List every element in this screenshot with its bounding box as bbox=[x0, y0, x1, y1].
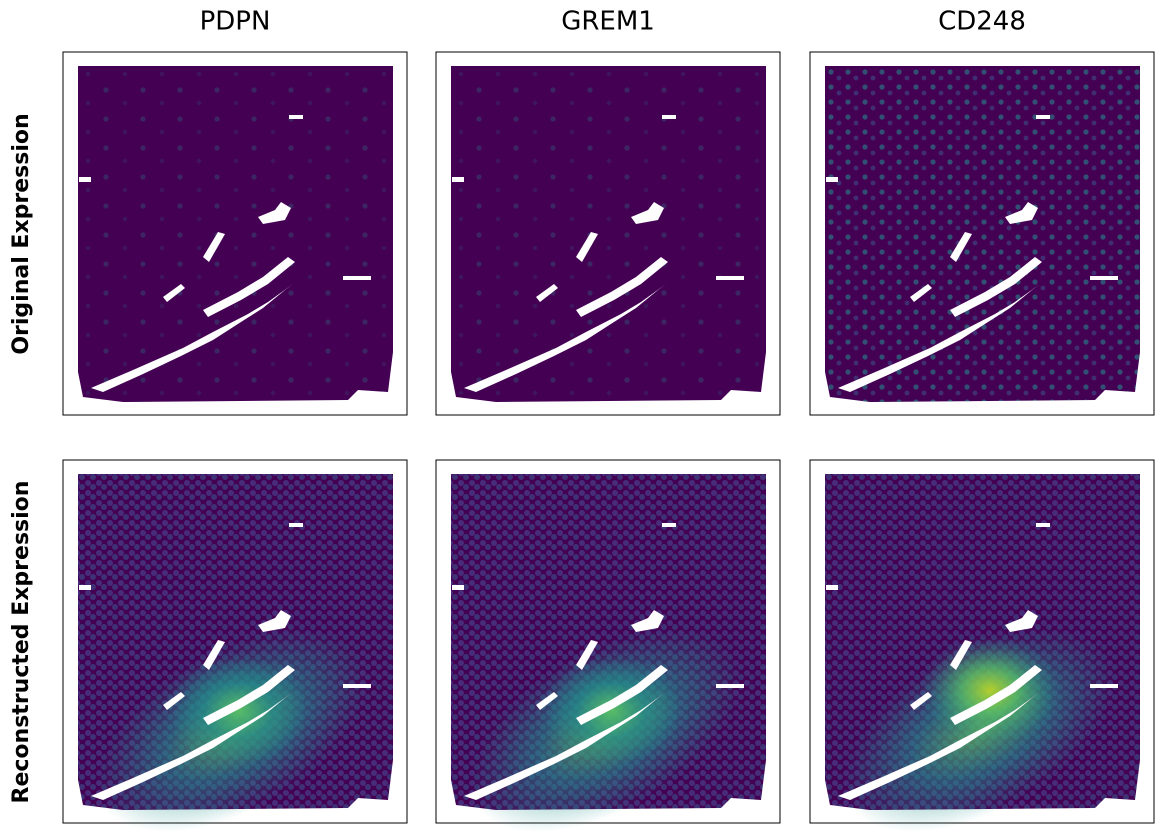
tissue-gap bbox=[826, 177, 838, 182]
tissue-gap bbox=[576, 665, 668, 725]
expression-spots bbox=[78, 66, 393, 402]
tissue-gap bbox=[1005, 202, 1038, 224]
tissue-gap bbox=[631, 610, 664, 632]
tissue-gap bbox=[91, 692, 293, 800]
tissue-gap bbox=[950, 232, 972, 262]
tissue-gap bbox=[452, 177, 464, 182]
tissue-gap bbox=[1090, 684, 1118, 688]
tissue-gap bbox=[79, 177, 91, 182]
tissue-gap bbox=[910, 692, 932, 710]
tissue-gap bbox=[950, 640, 972, 670]
column-title: GREM1 bbox=[561, 7, 655, 37]
tissue-gap bbox=[163, 692, 185, 710]
tissue-gap bbox=[343, 276, 371, 280]
spatial-panel bbox=[809, 459, 1155, 833]
tissue-gap bbox=[662, 523, 676, 527]
tissue-gap bbox=[631, 202, 664, 224]
tissue-gap bbox=[826, 585, 838, 590]
row-title: Reconstructed Expression bbox=[9, 481, 34, 804]
panels bbox=[62, 51, 1155, 833]
tissue-gap bbox=[258, 202, 291, 224]
tissue-gap bbox=[203, 640, 225, 670]
tissue-gap bbox=[536, 284, 558, 302]
expression-spots bbox=[825, 66, 1140, 402]
tissue-gap bbox=[576, 232, 598, 262]
tissue-gap bbox=[1036, 115, 1050, 119]
expression-spots bbox=[451, 66, 766, 402]
tissue-gap bbox=[910, 284, 932, 302]
tissue-gap bbox=[258, 610, 291, 632]
tissue-gap bbox=[1005, 610, 1038, 632]
tissue-gap bbox=[838, 692, 1040, 800]
tissue-gap bbox=[203, 665, 295, 725]
tissue-gap bbox=[203, 257, 295, 317]
tissue-gap bbox=[838, 284, 1040, 392]
spatial-panel bbox=[62, 51, 408, 416]
tissue-gap bbox=[343, 684, 371, 688]
column-title: PDPN bbox=[200, 7, 271, 37]
tissue-gap bbox=[289, 523, 303, 527]
tissue-gap bbox=[950, 257, 1042, 317]
tissue-gap bbox=[716, 276, 744, 280]
tissue-gap bbox=[662, 115, 676, 119]
tissue-gap bbox=[950, 665, 1042, 725]
tissue-gap bbox=[576, 640, 598, 670]
tissue-gap bbox=[716, 684, 744, 688]
tissue-gap bbox=[289, 115, 303, 119]
tissue-gap bbox=[576, 257, 668, 317]
tissue-gap bbox=[91, 284, 293, 392]
tissue-gap bbox=[163, 284, 185, 302]
spatial-panel bbox=[435, 459, 781, 833]
tissue-gap bbox=[79, 585, 91, 590]
spatial-panel bbox=[435, 51, 781, 416]
spatial-panel bbox=[809, 51, 1155, 416]
tissue-gap bbox=[452, 585, 464, 590]
tissue-gap bbox=[1036, 523, 1050, 527]
spatial-panel bbox=[62, 459, 408, 833]
tissue-gap bbox=[464, 692, 666, 800]
tissue-gap bbox=[1090, 276, 1118, 280]
row-title: Original Expression bbox=[9, 113, 34, 354]
column-title: CD248 bbox=[938, 7, 1026, 37]
tissue-gap bbox=[536, 692, 558, 710]
tissue-gap bbox=[464, 284, 666, 392]
tissue-gap bbox=[203, 232, 225, 262]
